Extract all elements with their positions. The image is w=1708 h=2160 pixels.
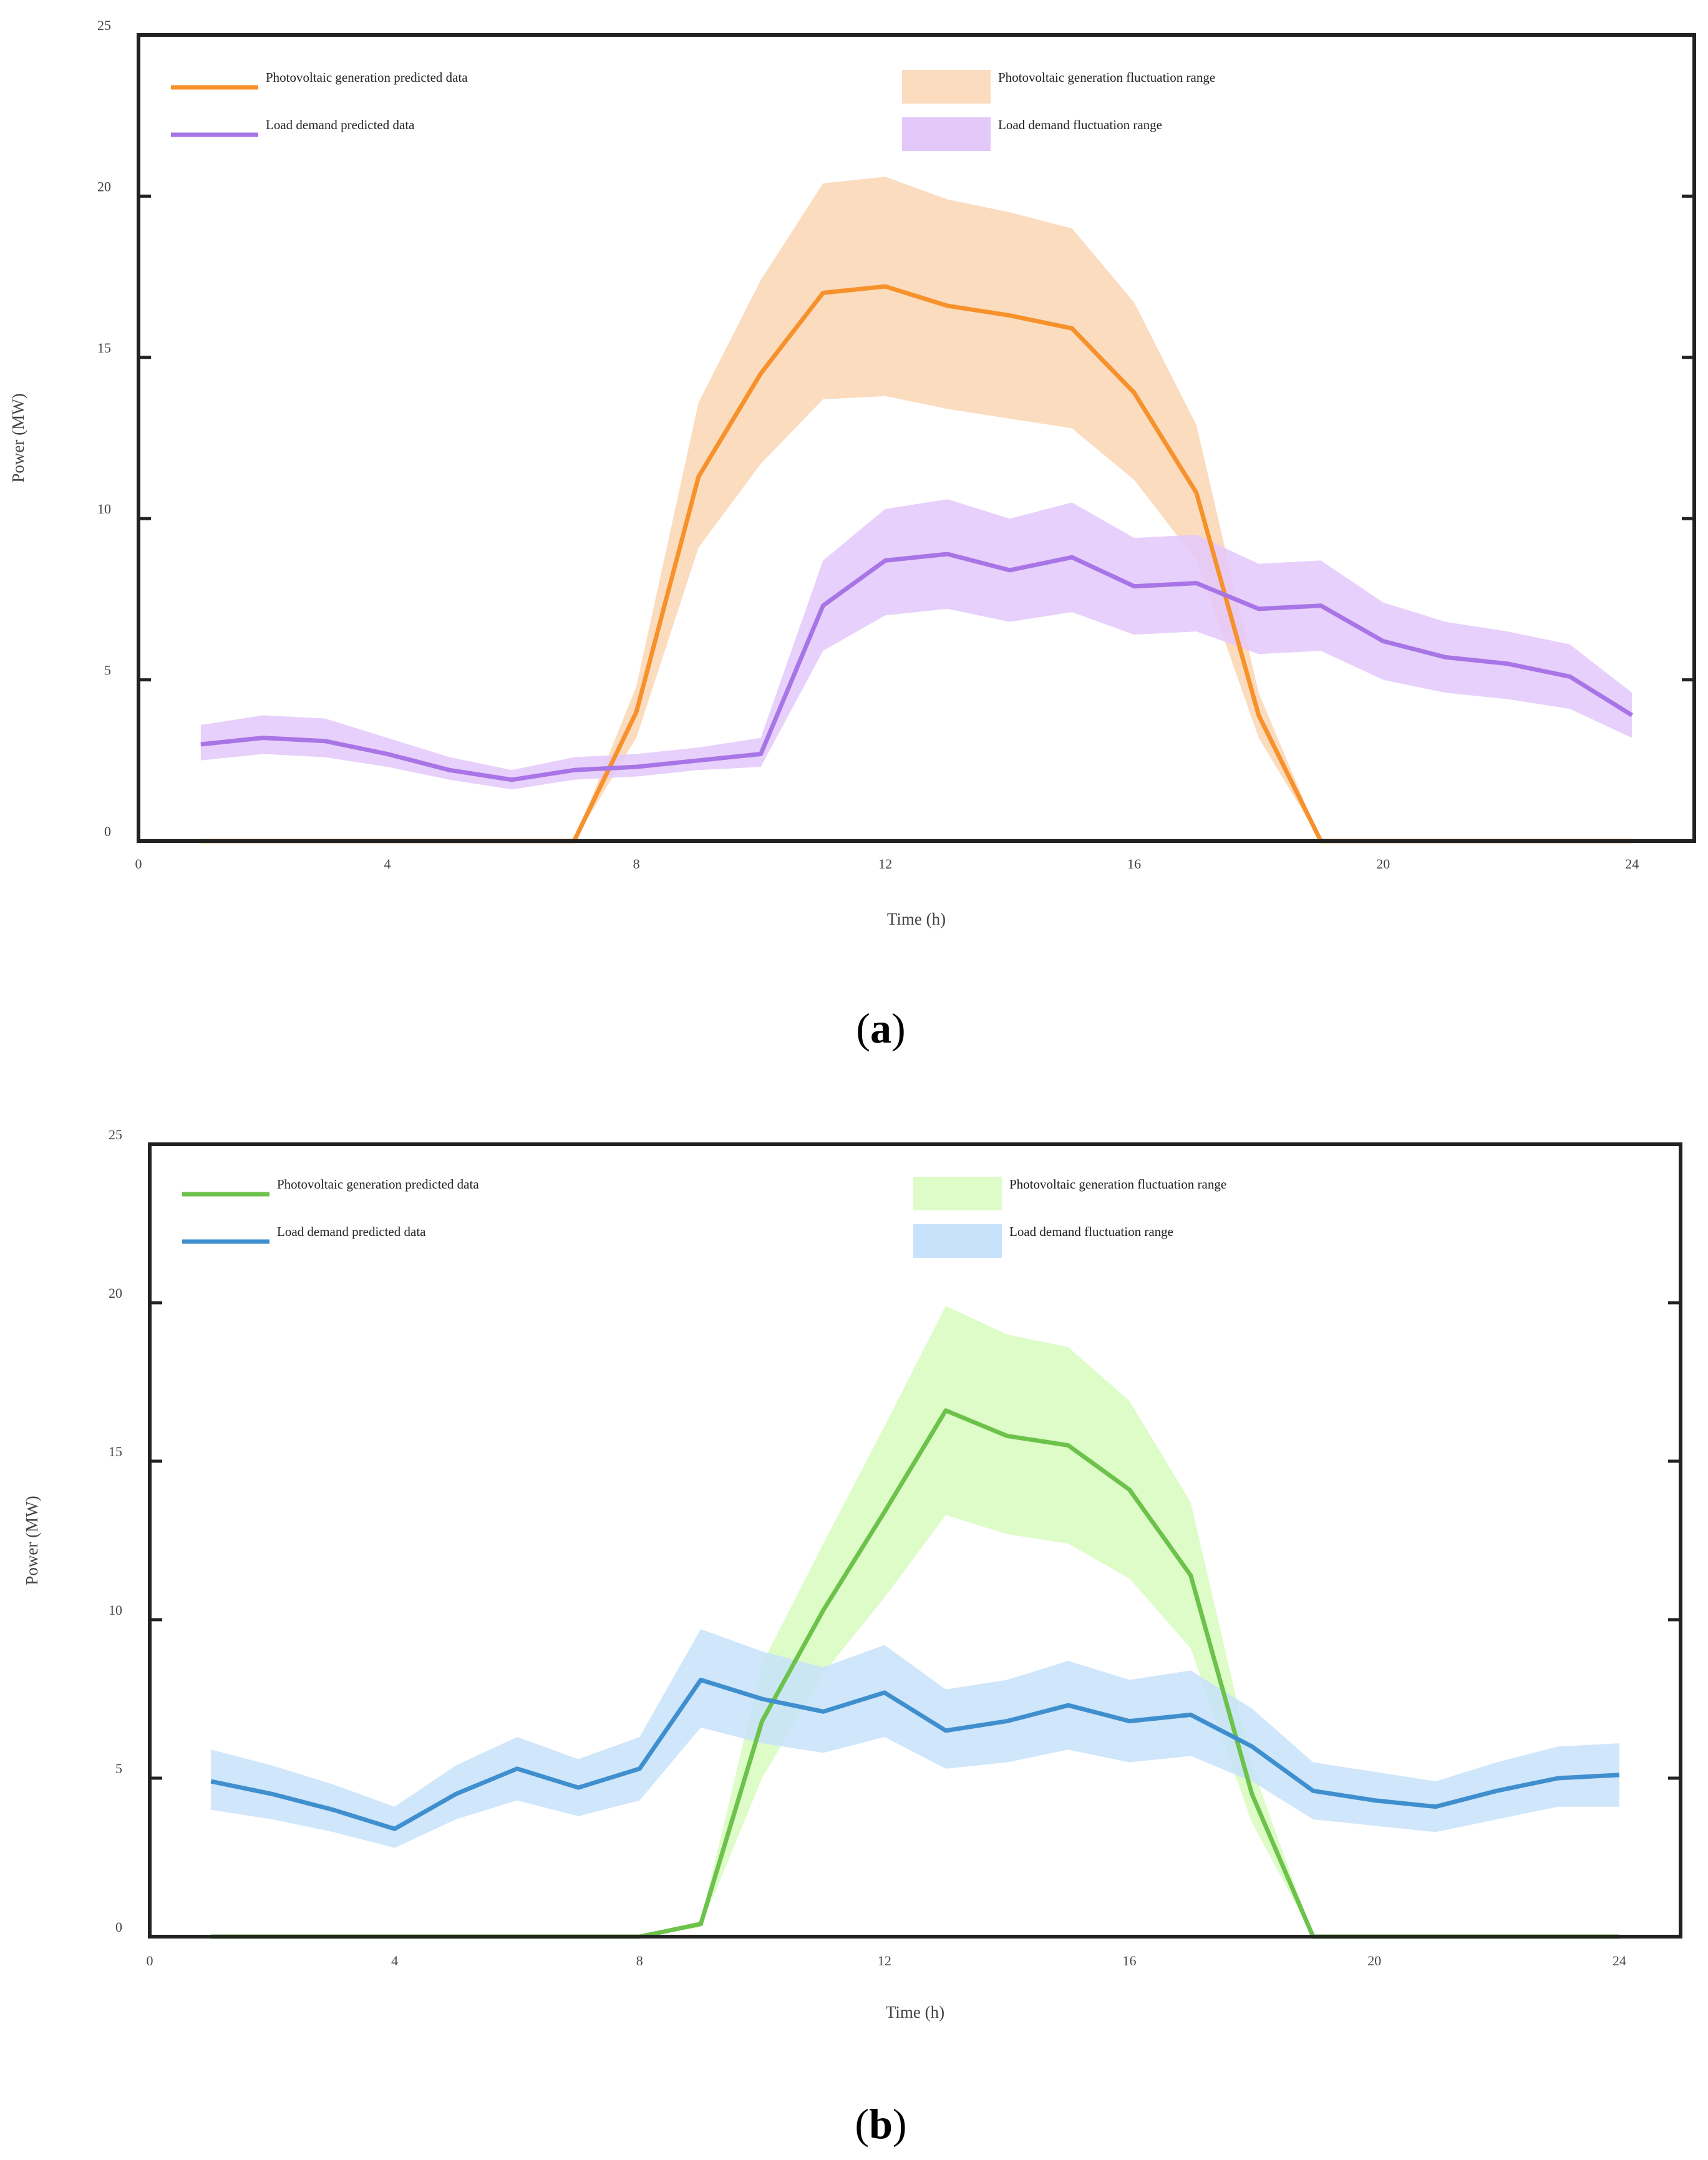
y-tick-label: 10 [109,1602,122,1618]
legend-label-load-predicted: Load demand predicted data [277,1224,426,1239]
pv-fluctuation-band [200,177,1633,841]
load-predicted-line [210,1678,1619,1831]
plot-frame [137,33,1696,843]
x-tick-label: 16 [1123,1953,1137,1968]
y-tick-label: 10 [97,501,111,517]
x-tick-label: 24 [1613,1953,1626,1968]
y-tick-label: 5 [115,1761,122,1776]
plot-frame [148,1142,1682,1939]
x-tick-labels: 0 4 8 12 16 20 24 [135,856,1639,872]
legend-label-load-range: Load demand fluctuation range [1009,1224,1173,1239]
x-axis-label: Time (h) [886,2003,944,2021]
chart-panel-a: 0 4 8 12 16 20 24 0 5 10 15 20 25 Time (h) Power (M… [9,17,1696,1052]
load-fluctuation-band [200,499,1633,790]
pv-fluctuation-band [211,1306,1619,1937]
x-tick-label: 16 [1127,856,1141,872]
x-tick-label: 12 [878,856,892,872]
y-tick-label: 15 [97,340,111,356]
y-tick-label: 25 [109,1127,122,1142]
legend: Photovoltaic generation predicted data L… [182,1177,1226,1258]
legend-label-pv-predicted: Photovoltaic generation predicted data [266,70,468,85]
axis-ticks [138,194,1694,682]
y-tick-label: 25 [97,17,111,33]
legend-label-pv-range: Photovoltaic generation fluctuation rang… [998,70,1215,85]
y-axis-label: Power (MW) [22,1496,41,1585]
x-tick-label: 20 [1376,856,1390,872]
panel-caption-letter: b [869,2100,893,2148]
x-tick-label: 20 [1367,1953,1381,1968]
legend-swatch-load-band [913,1224,1002,1258]
axis-ticks [150,1301,1681,1780]
load-fluctuation-band [211,1629,1619,1848]
x-tick-label: 12 [878,1953,891,1968]
legend-label-pv-predicted: Photovoltaic generation predicted data [277,1177,479,1192]
x-tick-label: 0 [147,1953,153,1968]
legend-label-load-range: Load demand fluctuation range [998,117,1162,132]
panel-caption-a: (a) [856,1005,905,1052]
fluctuation-bands [211,1306,1619,1937]
y-tick-label: 20 [109,1285,122,1301]
legend-label-load-predicted: Load demand predicted data [266,117,415,132]
x-tick-label: 8 [636,1953,643,1968]
y-axis-label: Power (MW) [9,393,27,482]
x-axis-label: Time (h) [887,910,946,928]
x-tick-labels: 0 4 8 12 16 20 24 [147,1953,1626,1968]
legend-swatch-pv-band [902,70,991,104]
legend: Photovoltaic generation predicted data L… [171,70,1215,151]
x-tick-label: 4 [384,856,391,872]
y-tick-label: 20 [97,178,111,194]
legend-swatch-load-band [902,117,991,151]
fluctuation-bands [200,177,1633,841]
x-tick-label: 4 [391,1953,398,1968]
legend-label-pv-range: Photovoltaic generation fluctuation rang… [1009,1177,1226,1192]
x-tick-label: 0 [135,856,142,872]
legend-swatch-pv-band [913,1177,1002,1210]
x-tick-label: 24 [1625,856,1639,872]
y-tick-label: 15 [109,1444,122,1459]
panel-caption-b: (b) [855,2100,906,2148]
y-tick-labels: 0 5 10 15 20 25 [109,1127,122,1935]
panel-caption-letter: a [870,1005,891,1052]
y-tick-label: 0 [104,824,111,839]
y-tick-label: 5 [104,663,111,678]
chart-panel-b: 0 4 8 12 16 20 24 0 5 10 15 20 25 Time (h) Power (M… [22,1127,1682,2148]
x-tick-label: 8 [633,856,640,872]
load-predicted-line [200,552,1634,782]
y-tick-labels: 0 5 10 15 20 25 [97,17,111,839]
y-tick-label: 0 [115,1919,122,1935]
